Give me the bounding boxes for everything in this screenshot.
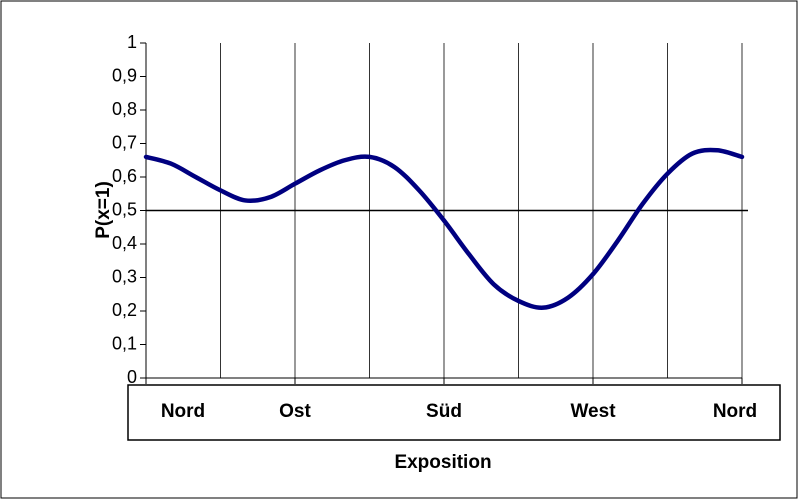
x-tick-label: West [570, 401, 616, 422]
y-tick-label: 0,6 [112, 166, 137, 186]
x-tick-label: Ost [279, 401, 311, 422]
y-tick-label: 1 [127, 32, 137, 52]
y-tick-label: 0 [127, 367, 137, 387]
y-tick-label: 0,1 [112, 333, 137, 353]
y-tick-label: 0,2 [112, 300, 137, 320]
y-tick-label: 0,3 [112, 266, 137, 286]
x-tick-label: Nord [713, 401, 757, 422]
x-tick-label: Nord [161, 401, 205, 422]
y-tick-label: 0,5 [112, 199, 137, 219]
y-tick-label: 0,7 [112, 132, 137, 152]
data-line [143, 147, 745, 310]
x-tick-label: Süd [426, 401, 462, 422]
x-axis-label: Exposition [394, 452, 491, 473]
y-tick-label: 0,8 [112, 99, 137, 119]
y-tick-label: 0,9 [112, 65, 137, 85]
y-tick-label: 0,4 [112, 233, 137, 253]
y-axis-label: P(x=1) [93, 181, 114, 239]
category-box [127, 384, 781, 441]
